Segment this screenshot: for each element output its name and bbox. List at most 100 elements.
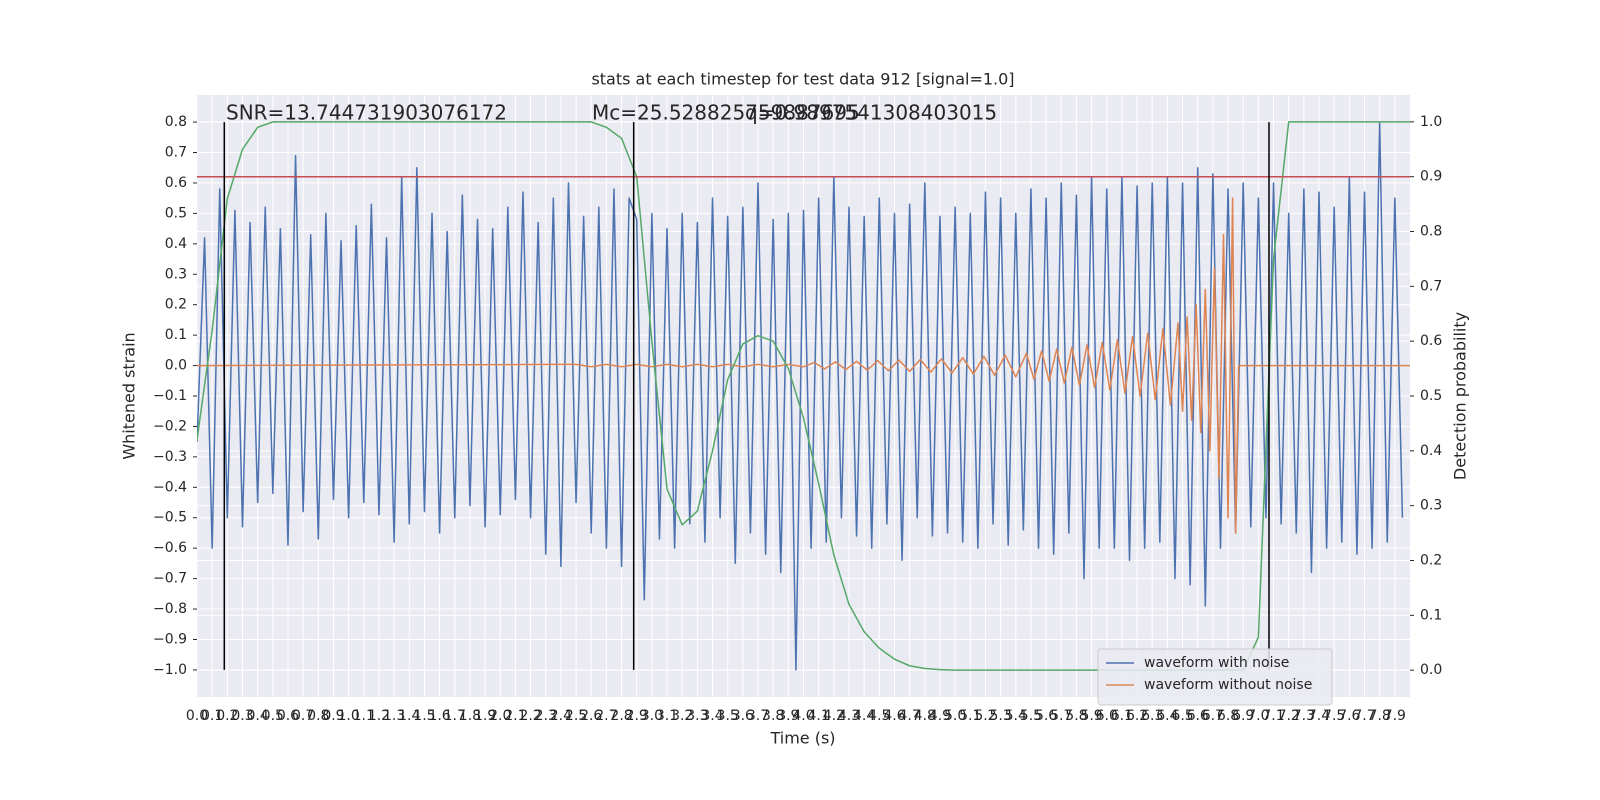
- y-tick-label: −0.6: [153, 540, 187, 556]
- series-line: [197, 197, 1410, 534]
- x-tick-label: 7.0: [1247, 708, 1269, 724]
- x-tick-label: 0.5: [262, 708, 284, 724]
- x-tick-label: 0.1: [201, 708, 223, 724]
- y-tick-label: 0.3: [165, 266, 187, 282]
- x-tick-label: 0.2: [216, 708, 238, 724]
- x-tick-label: 2.4: [550, 708, 572, 724]
- y-tick-label: −0.9: [153, 631, 187, 647]
- y2-tick-label: 1.0: [1420, 114, 1442, 130]
- x-tick-label: 5.4: [1005, 708, 1027, 724]
- x-tick-label: 1.9: [474, 708, 496, 724]
- x-tick-label: 6.7: [1202, 708, 1224, 724]
- y2-tick-label: 0.1: [1420, 607, 1442, 623]
- legend: waveform with noise waveform without nois…: [1097, 648, 1333, 706]
- x-tick-label: 2.8: [610, 708, 632, 724]
- x-tick-label: 2.3: [535, 708, 557, 724]
- x-tick-label: 5.2: [974, 708, 996, 724]
- x-tick-label: 1.7: [444, 708, 466, 724]
- x-tick-label: 5.7: [1050, 708, 1072, 724]
- x-tick-label: 3.5: [717, 708, 739, 724]
- x-tick-label: 1.5: [413, 708, 435, 724]
- x-tick-label: 3.8: [762, 708, 784, 724]
- x-tick-label: 2.1: [504, 708, 526, 724]
- x-tick-label: 4.5: [868, 708, 890, 724]
- x-tick-label: 5.6: [1035, 708, 1057, 724]
- chart-title: stats at each timestep for test data 912…: [591, 70, 1014, 89]
- x-tick-label: 1.6: [428, 708, 450, 724]
- y-tick-label: 0.0: [165, 358, 187, 374]
- y-tick-label: 0.1: [165, 327, 187, 343]
- y2-tick-label: 0.2: [1420, 552, 1442, 568]
- x-tick-label: 5.0: [944, 708, 966, 724]
- x-tick-label: 0.8: [307, 708, 329, 724]
- x-tick-label: 4.3: [838, 708, 860, 724]
- x-tick-label: 6.8: [1217, 708, 1239, 724]
- x-tick-label: 7.4: [1308, 708, 1330, 724]
- x-tick-label: 5.3: [989, 708, 1011, 724]
- x-tick-label: 2.2: [519, 708, 541, 724]
- y2-tick-label: 0.8: [1420, 224, 1442, 240]
- y-tick-label: −0.2: [153, 418, 187, 434]
- x-tick-label: 7.6: [1338, 708, 1360, 724]
- x-tick-label: 6.3: [1141, 708, 1163, 724]
- y2-axis-label: Detection probability: [1451, 312, 1470, 480]
- x-tick-label: 5.8: [1065, 708, 1087, 724]
- y-tick-label: −0.5: [153, 510, 187, 526]
- x-tick-label: 6.0: [1096, 708, 1118, 724]
- y2-tick-label: 0.7: [1420, 278, 1442, 294]
- x-tick-label: 3.6: [732, 708, 754, 724]
- y2-tick-label: 0.5: [1420, 388, 1442, 404]
- x-axis-label: Time (s): [769, 729, 835, 748]
- annotation: Mc=25.528825759887695: [592, 101, 860, 125]
- x-tick-label: 3.2: [671, 708, 693, 724]
- x-tick-label: 0.6: [277, 708, 299, 724]
- x-tick-label: 0.0: [186, 708, 208, 724]
- x-tick-label: 4.6: [883, 708, 905, 724]
- x-tick-label: 1.0: [337, 708, 359, 724]
- overlay: 0.00.10.20.30.40.50.60.70.80.91.01.11.21…: [153, 114, 1442, 724]
- y2-tick-label: 0.6: [1420, 333, 1442, 349]
- y-tick-label: −0.4: [153, 479, 187, 495]
- y-tick-label: 0.7: [165, 145, 187, 161]
- y-tick-label: −0.8: [153, 601, 187, 617]
- x-tick-label: 6.2: [1126, 708, 1148, 724]
- x-tick-label: 2.0: [489, 708, 511, 724]
- x-tick-label: 5.1: [959, 708, 981, 724]
- x-tick-label: 4.8: [914, 708, 936, 724]
- grid: [196, 95, 1410, 697]
- x-tick-label: 3.1: [656, 708, 678, 724]
- x-tick-label: 2.7: [595, 708, 617, 724]
- x-tick-label: 3.7: [747, 708, 769, 724]
- x-tick-label: 4.2: [823, 708, 845, 724]
- x-tick-label: 0.7: [292, 708, 314, 724]
- x-tick-label: 6.5: [1171, 708, 1193, 724]
- x-tick-label: 1.8: [459, 708, 481, 724]
- legend-label: waveform without noise: [1144, 677, 1312, 693]
- x-tick-label: 0.3: [231, 708, 253, 724]
- x-tick-label: 6.9: [1232, 708, 1254, 724]
- x-tick-label: 0.9: [322, 708, 344, 724]
- y2-tick-label: 0.0: [1420, 662, 1442, 678]
- x-tick-label: 1.2: [368, 708, 390, 724]
- y-tick-label: −0.3: [153, 449, 187, 465]
- y2-tick-label: 0.9: [1420, 169, 1442, 185]
- x-tick-label: 2.6: [580, 708, 602, 724]
- y-tick-label: −0.1: [153, 388, 187, 404]
- x-tick-label: 7.8: [1369, 708, 1391, 724]
- x-tick-label: 4.7: [899, 708, 921, 724]
- x-tick-label: 1.3: [383, 708, 405, 724]
- x-tick-label: 7.5: [1323, 708, 1345, 724]
- x-tick-label: 7.9: [1384, 708, 1406, 724]
- y-tick-label: −0.7: [153, 571, 187, 587]
- x-tick-label: 4.0: [792, 708, 814, 724]
- annotation: SNR=13.744731903076172: [226, 101, 507, 125]
- x-tick-label: 0.4: [247, 708, 269, 724]
- x-tick-label: 4.4: [853, 708, 875, 724]
- x-tick-label: 7.1: [1262, 708, 1284, 724]
- x-tick-label: 2.9: [626, 708, 648, 724]
- y-tick-label: 0.5: [165, 205, 187, 221]
- x-tick-label: 5.9: [1080, 708, 1102, 724]
- y-axis-label: Whitened strain: [120, 332, 139, 459]
- annotation: q=0.9897541308403015: [745, 101, 997, 125]
